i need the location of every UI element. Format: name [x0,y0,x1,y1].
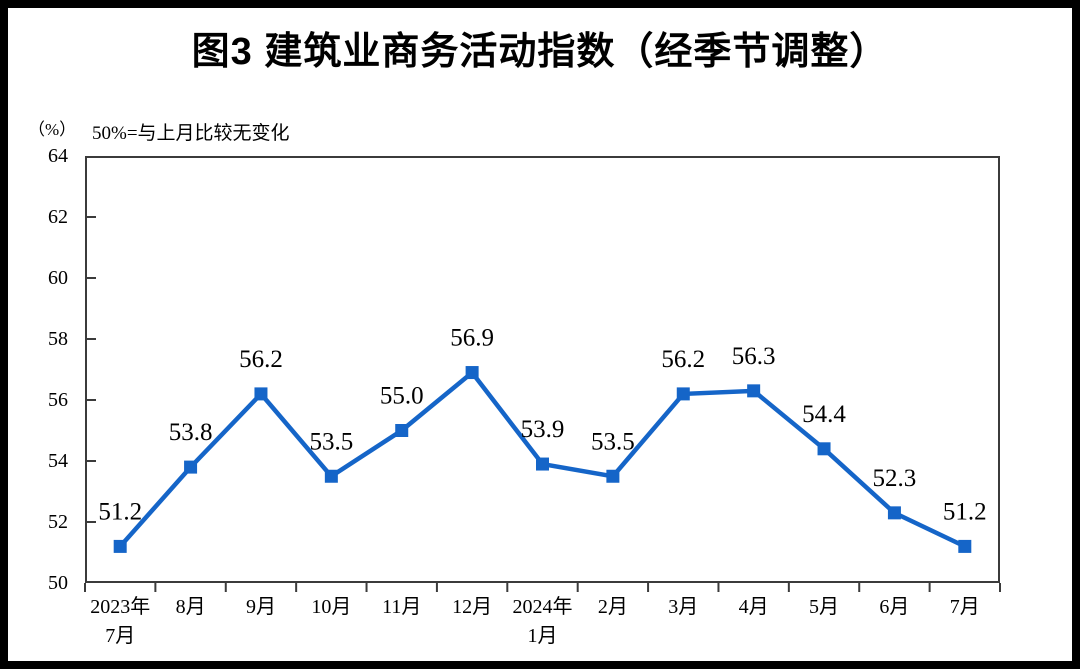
x-axis-tick-label-line: 5月 [809,596,840,618]
x-axis-tick-label: 11月 [352,593,452,622]
x-axis-tick-label-line: 7月 [105,625,136,647]
data-point-marker [676,387,690,401]
x-axis-tick-label: 10月 [281,593,381,622]
x-axis-tick-label-line: 8月 [175,596,206,618]
data-point-marker [958,539,972,553]
data-point-marker [254,387,268,401]
data-point-label: 56.9 [450,325,494,352]
x-axis-tick-label: 2023年 7月 [70,593,170,651]
x-axis-tick-label-line: 2月 [597,596,628,618]
x-axis-tick-label: 7月 [915,593,1015,622]
x-axis-tick-label: 2024年 1月 [493,593,593,651]
data-point-label: 51.2 [98,498,142,525]
x-axis-tick-label-line: 7月 [949,596,980,618]
data-point-marker [324,469,338,483]
y-axis-tick-label: 58 [48,328,68,350]
data-point-label: 53.5 [591,428,635,455]
x-axis-tick-label-line: 1月 [527,625,558,647]
data-point-label: 51.2 [943,498,987,525]
baseline-note: 50%=与上月比较无变化 [92,123,290,144]
y-axis-tick-label: 60 [48,267,68,289]
y-axis-unit-label: （%） [28,120,77,139]
x-axis-tick-label-line: 10月 [311,596,352,618]
x-axis-tick-label: 8月 [141,593,241,622]
x-axis-tick-label: 3月 [633,593,733,622]
line-chart-canvas: 51.2 53.8 56.2 53.5 55.0 56.9 53.9 53.5 56.2 56.3… [84,216,1001,592]
data-point-marker [395,424,409,437]
subtitle-row: （%） 50%=与上月比较无变化 [8,113,1072,145]
x-axis-tick-label-line: 11月 [382,596,422,618]
x-axis-tick-label: 9月 [211,593,311,622]
data-point-marker [184,460,198,474]
data-point-marker [536,457,549,471]
x-axis-tick-label: 4月 [704,593,804,622]
data-point-marker [465,366,479,380]
data-point-label: 56.2 [661,346,705,373]
x-axis-tick-label: 12月 [422,593,522,622]
y-axis-tick-label: 54 [48,450,68,472]
x-axis-tick-label-line: 4月 [738,596,769,618]
data-point-label: 54.4 [802,401,846,428]
x-axis-tick-label-line: 6月 [879,596,910,618]
data-point-marker [606,469,620,483]
data-point-label: 55.0 [380,383,424,410]
data-point-label: 53.9 [521,416,565,443]
data-point-marker [747,384,761,398]
x-axis-tick-label-line: 3月 [668,596,699,618]
x-axis-tick-label-line: 2024年 [512,596,573,618]
x-axis-tick-label: 5月 [774,593,874,622]
data-point-marker [817,442,831,456]
y-axis-tick-label: 52 [48,511,68,533]
data-point-marker [887,506,901,520]
x-axis-tick-label-line: 9月 [245,596,276,618]
y-axis-tick-label: 50 [48,572,68,594]
x-axis-tick-label-line: 12月 [452,596,493,618]
x-axis-tick-label: 2月 [563,593,663,622]
y-axis-tick-label: 62 [48,206,68,228]
data-point-label: 52.3 [873,465,917,492]
plot-area: 51.2 53.8 56.2 53.5 55.0 56.9 53.9 53.5 56.2 56.3… [84,156,1001,592]
y-axis-tick-label: 56 [48,389,68,411]
data-point-label: 53.8 [169,419,213,446]
chart-title: 图3 建筑业商务活动指数（经季节调整） [191,31,889,73]
chart-page: 图3 建筑业商务活动指数（经季节调整） （%） 50%=与上月比较无变化 64 6… [8,8,1072,661]
x-axis-tick-label-line: 2023年 [90,596,151,618]
data-point-marker [113,539,127,553]
y-axis-tick-label: 64 [48,145,68,167]
data-point-label: 53.5 [309,428,353,455]
data-point-label: 56.2 [239,346,283,373]
data-point-label: 56.3 [732,343,776,370]
x-axis-tick-label: 6月 [844,593,944,622]
